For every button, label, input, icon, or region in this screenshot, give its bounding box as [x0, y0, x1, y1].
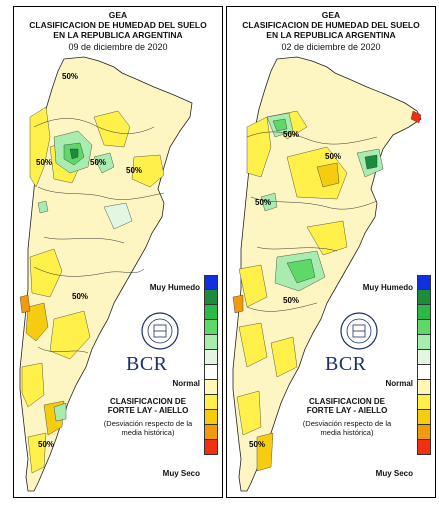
contour-label: 50%	[36, 158, 52, 167]
legend-swatch	[417, 275, 431, 290]
legend-label-muy-humedo: Muy Humedo	[362, 283, 413, 292]
legend-label-normal: Normal	[172, 379, 200, 388]
legend-label-muy-seco: Muy Seco	[375, 469, 413, 478]
legend-swatch	[417, 440, 431, 455]
contour-label: 50%	[126, 166, 142, 175]
legend-swatch	[204, 410, 218, 425]
legend-swatch	[417, 425, 431, 440]
classification-title: CLASIFICACION DE FORTE LAY - AIELLO	[306, 397, 388, 415]
map-panel-dec-02: GEA CLASIFICACION DE HUMEDAD DEL SUELO E…	[226, 6, 436, 498]
legend-swatch	[204, 380, 218, 395]
bcr-seal-icon	[141, 312, 179, 350]
contour-label: 50%	[255, 198, 271, 207]
legend-swatch	[204, 290, 218, 305]
contour-label: 50%	[283, 296, 299, 305]
contour-label: 50%	[38, 440, 54, 449]
legend-swatch	[417, 335, 431, 350]
legend-swatch	[204, 440, 218, 455]
moisture-legend	[204, 275, 218, 455]
classification-subtitle: (Desviación respecto de la media históri…	[103, 419, 193, 437]
legend-label-muy-seco: Muy Seco	[162, 469, 200, 478]
legend-swatch	[204, 395, 218, 410]
header-gea: GEA	[108, 10, 128, 20]
header-title: CLASIFICACION DE HUMEDAD DEL SUELO	[242, 20, 420, 30]
panel-header: GEA CLASIFICACION DE HUMEDAD DEL SUELO E…	[227, 10, 435, 53]
contour-label: 50%	[72, 292, 88, 301]
legend-swatch	[204, 350, 218, 365]
header-title: CLASIFICACION DE HUMEDAD DEL SUELO	[29, 20, 207, 30]
legend-swatch	[204, 305, 218, 320]
soil-moisture-map: 50% 50% 50% 50% 50% 50%	[19, 56, 193, 492]
moisture-legend	[417, 275, 431, 455]
legend-swatch	[417, 320, 431, 335]
classification-subtitle: (Desviación respecto de la media históri…	[302, 419, 392, 437]
panel-header: GEA CLASIFICACION DE HUMEDAD DEL SUELO E…	[14, 10, 222, 53]
legend-swatch	[417, 410, 431, 425]
legend-swatch	[417, 290, 431, 305]
legend-swatch	[204, 425, 218, 440]
legend-swatch	[417, 305, 431, 320]
contour-label: 50%	[90, 158, 106, 167]
classification-title: CLASIFICACION DE FORTE LAY - AIELLO	[107, 397, 189, 415]
legend-label-normal: Normal	[385, 379, 413, 388]
legend-swatch	[417, 395, 431, 410]
contour-label: 50%	[249, 440, 265, 449]
map-panel-dec-09: GEA CLASIFICACION DE HUMEDAD DEL SUELO E…	[13, 6, 223, 498]
legend-swatch	[204, 275, 218, 290]
header-subtitle: EN LA REPUBLICA ARGENTINA	[266, 30, 396, 40]
header-date: 02 de diciembre de 2020	[281, 42, 381, 52]
legend-swatch	[417, 380, 431, 395]
bcr-logo: BCR	[126, 353, 168, 375]
legend-swatch	[204, 320, 218, 335]
contour-label: 50%	[325, 152, 341, 161]
bcr-seal-icon	[340, 312, 378, 350]
bcr-logo: BCR	[325, 353, 367, 375]
legend-swatch	[204, 335, 218, 350]
header-date: 09 de diciembre de 2020	[68, 42, 168, 52]
legend-swatch	[204, 365, 218, 380]
header-subtitle: EN LA REPUBLICA ARGENTINA	[53, 30, 183, 40]
legend-label-muy-humedo: Muy Humedo	[149, 283, 200, 292]
legend-swatch	[417, 365, 431, 380]
contour-label: 50%	[283, 130, 299, 139]
contour-label: 50%	[62, 72, 78, 81]
header-gea: GEA	[321, 10, 341, 20]
soil-moisture-map: 50% 50% 50% 50% 50%	[232, 56, 422, 492]
legend-swatch	[417, 350, 431, 365]
